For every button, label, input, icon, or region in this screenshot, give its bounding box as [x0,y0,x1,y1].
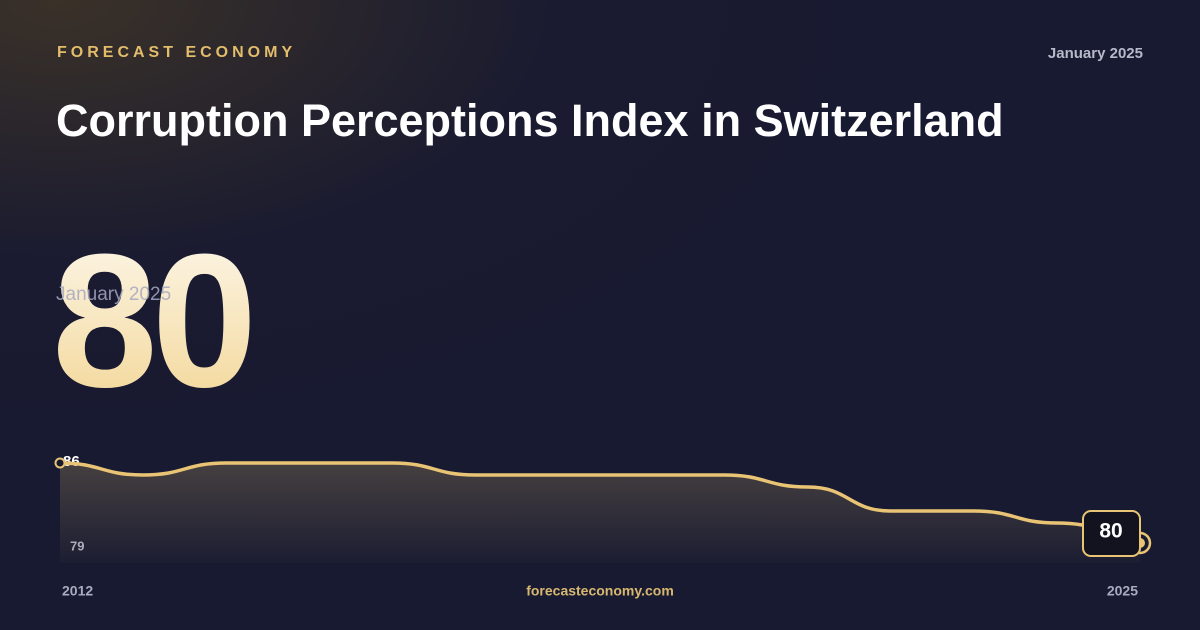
value-badge-label: 80 [1099,520,1122,543]
current-date: January 2025 [56,284,171,305]
chart-title: Corruption Perceptions Index in Switzerl… [56,95,1004,146]
brand: FORECAST ECONOMY [57,44,296,61]
line-area [60,463,1140,563]
line [59,461,1141,537]
x-tick-label: 2025 [1107,583,1138,599]
footer: forecasteconomy.com [526,583,674,599]
current-value: 80 [52,215,251,427]
start-marker [54,457,66,469]
date: January 2025 [1048,45,1143,62]
x-tick-label: 2012 [62,583,93,599]
value-badge [1082,510,1141,557]
plot: 79862012202580 [54,453,1152,599]
